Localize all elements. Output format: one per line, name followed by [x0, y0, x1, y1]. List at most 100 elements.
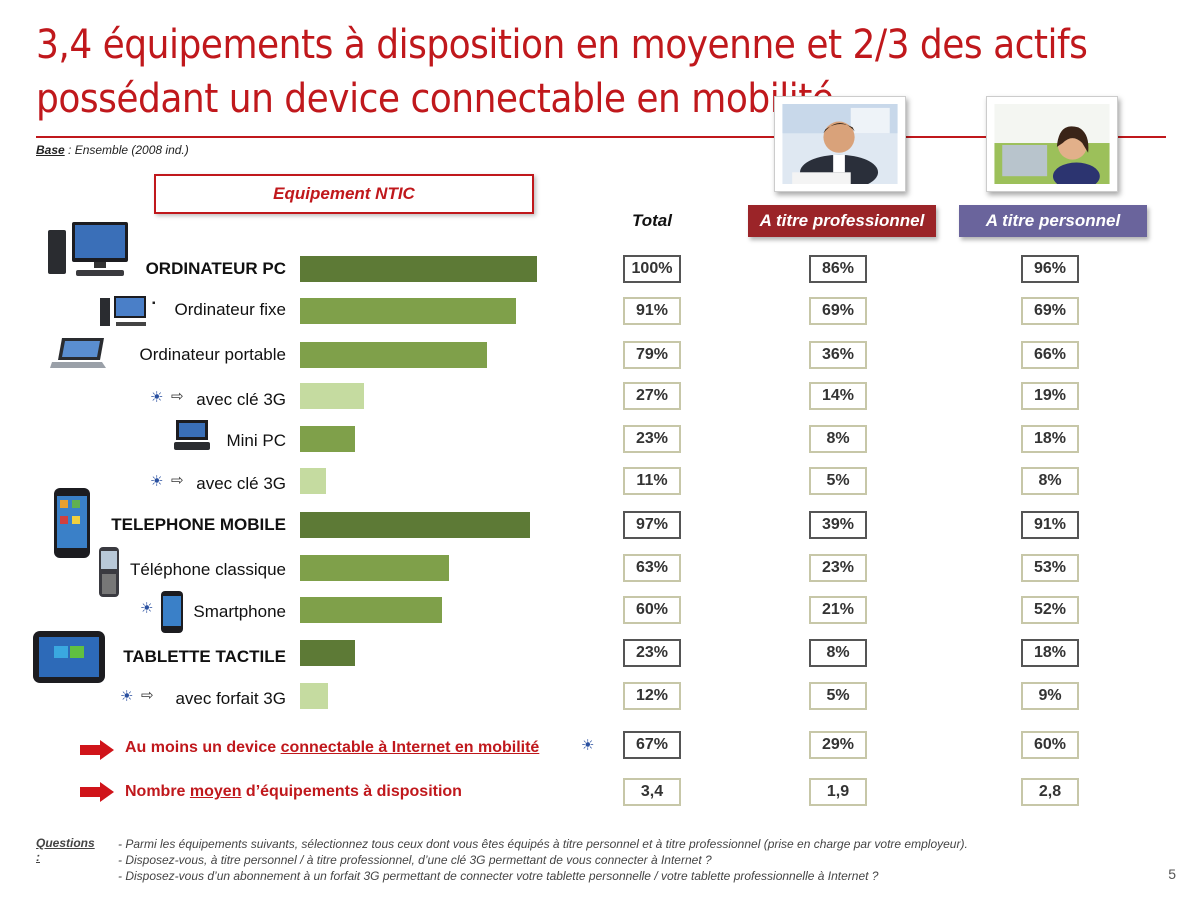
- row-label: Mini PC: [226, 431, 286, 450]
- value-cell-total: 23%: [623, 639, 681, 667]
- base-note: Base : Ensemble (2008 ind.): [36, 143, 189, 157]
- mobility-sun-icon: ☀: [120, 688, 134, 705]
- row-label: Ordinateur portable: [139, 345, 286, 364]
- desktop-computer-icon: [48, 222, 128, 276]
- value-cell-total: 11%: [623, 467, 681, 495]
- bar: [300, 342, 487, 368]
- hint-arrow-icon: ⇨: [171, 472, 184, 489]
- row-label: avec clé 3G: [196, 474, 286, 493]
- base-text: : Ensemble (2008 ind.): [64, 143, 189, 157]
- smartphone-icon: [54, 488, 90, 558]
- laptop-icon: [50, 338, 106, 368]
- mobility-sun-icon: ☀: [150, 389, 164, 406]
- row-label: avec forfait 3G: [175, 689, 286, 708]
- value-cell-total: 91%: [623, 297, 681, 325]
- value-cell-total: 23%: [623, 425, 681, 453]
- bar: [300, 683, 328, 709]
- bar: [300, 597, 442, 623]
- mobility-sun-icon: ☀: [150, 473, 164, 490]
- row-label: Ordinateur fixe: [174, 300, 287, 319]
- row-label: avec clé 3G: [196, 390, 286, 409]
- row-label: TELEPHONE MOBILE: [111, 515, 286, 534]
- value-cell-perso: 66%: [1021, 341, 1079, 369]
- row-label: TABLETTE TACTILE: [123, 647, 286, 666]
- bar: [300, 512, 530, 538]
- value-cell-total: 60%: [623, 596, 681, 624]
- value-cell-pro: 86%: [809, 255, 867, 283]
- title-rule: [36, 136, 1166, 138]
- questions-lines: - Parmi les équipements suivants, sélect…: [118, 836, 1118, 884]
- red-arrow-icon: [80, 740, 114, 760]
- value-cell-perso: 52%: [1021, 596, 1079, 624]
- value-cell-pro: 36%: [809, 341, 867, 369]
- tablet-icon: [33, 631, 105, 683]
- hint-arrow-icon: ⇨: [171, 388, 184, 405]
- value-cell-pro: 21%: [809, 596, 867, 624]
- summary-mobile-emphasis: connectable à Internet en mobilité: [280, 739, 540, 756]
- column-header-professional: A titre professionnel: [748, 205, 936, 237]
- row-label: ORDINATEUR PC: [145, 259, 286, 278]
- hint-arrow-icon: ⇨: [141, 687, 154, 704]
- value-cell-total: 79%: [623, 341, 681, 369]
- summary-mobile-total: 67%: [623, 731, 681, 759]
- value-cell-total: 63%: [623, 554, 681, 582]
- netbook-icon: [174, 420, 210, 450]
- summary-mobile-text: Au moins un device: [125, 739, 281, 756]
- value-cell-perso: 91%: [1021, 511, 1079, 539]
- base-label: Base: [36, 143, 65, 157]
- summary-average-label: Nombre moyen d’équipements à disposition: [125, 783, 462, 801]
- summary-average-text-end: d’équipements à disposition: [241, 783, 462, 800]
- summary-average-emphasis: moyen: [189, 783, 242, 800]
- bar: [300, 383, 364, 409]
- value-cell-perso: 18%: [1021, 425, 1079, 453]
- classic-phone-icon: [99, 547, 119, 597]
- summary-mobile-pro: 29%: [809, 731, 867, 759]
- value-cell-pro: 39%: [809, 511, 867, 539]
- question-line: - Parmi les équipements suivants, sélect…: [118, 837, 968, 851]
- mobility-sun-icon: ☀: [581, 737, 595, 754]
- value-cell-pro: 8%: [809, 425, 867, 453]
- slide-title: 3,4 équipements à disposition en moyenne…: [36, 22, 1088, 122]
- column-header-total: Total: [632, 211, 672, 230]
- summary-average-total: 3,4: [623, 778, 681, 806]
- page-number: 5: [1168, 866, 1176, 882]
- value-cell-perso: 9%: [1021, 682, 1079, 710]
- bar: [300, 640, 355, 666]
- value-cell-total: 97%: [623, 511, 681, 539]
- summary-average-pro: 1,9: [809, 778, 867, 806]
- column-header-personal: A titre personnel: [959, 205, 1147, 237]
- value-cell-total: 12%: [623, 682, 681, 710]
- value-cell-total: 27%: [623, 382, 681, 410]
- bar: [300, 298, 516, 324]
- value-cell-pro: 14%: [809, 382, 867, 410]
- bar: [300, 468, 326, 494]
- value-cell-perso: 96%: [1021, 255, 1079, 283]
- value-cell-pro: 8%: [809, 639, 867, 667]
- value-cell-perso: 53%: [1021, 554, 1079, 582]
- value-cell-pro: 5%: [809, 682, 867, 710]
- personal-photo: [986, 96, 1118, 192]
- bar: [300, 555, 449, 581]
- bullet-icon: ▪: [152, 298, 156, 309]
- bar: [300, 256, 537, 282]
- question-line: - Disposez-vous d’un abonnement à un for…: [118, 869, 879, 883]
- bar: [300, 426, 355, 452]
- smartphone-small-icon: [161, 591, 183, 633]
- summary-average-text: Nombre: [125, 783, 190, 800]
- questions-label: Questions :: [36, 836, 95, 864]
- value-cell-pro: 5%: [809, 467, 867, 495]
- question-line: - Disposez-vous, à titre personnel / à t…: [118, 853, 712, 867]
- row-label: Smartphone: [193, 602, 286, 621]
- value-cell-pro: 69%: [809, 297, 867, 325]
- value-cell-perso: 18%: [1021, 639, 1079, 667]
- summary-mobile-perso: 60%: [1021, 731, 1079, 759]
- professional-photo-image: [782, 104, 898, 190]
- value-cell-perso: 69%: [1021, 297, 1079, 325]
- personal-photo-image: [994, 104, 1110, 190]
- desktop-small-icon: [100, 296, 146, 326]
- summary-average-perso: 2,8: [1021, 778, 1079, 806]
- mobility-sun-icon: ☀: [140, 600, 154, 617]
- panel-title: Equipement NTIC: [154, 174, 534, 214]
- value-cell-perso: 8%: [1021, 467, 1079, 495]
- professional-photo: [774, 96, 906, 192]
